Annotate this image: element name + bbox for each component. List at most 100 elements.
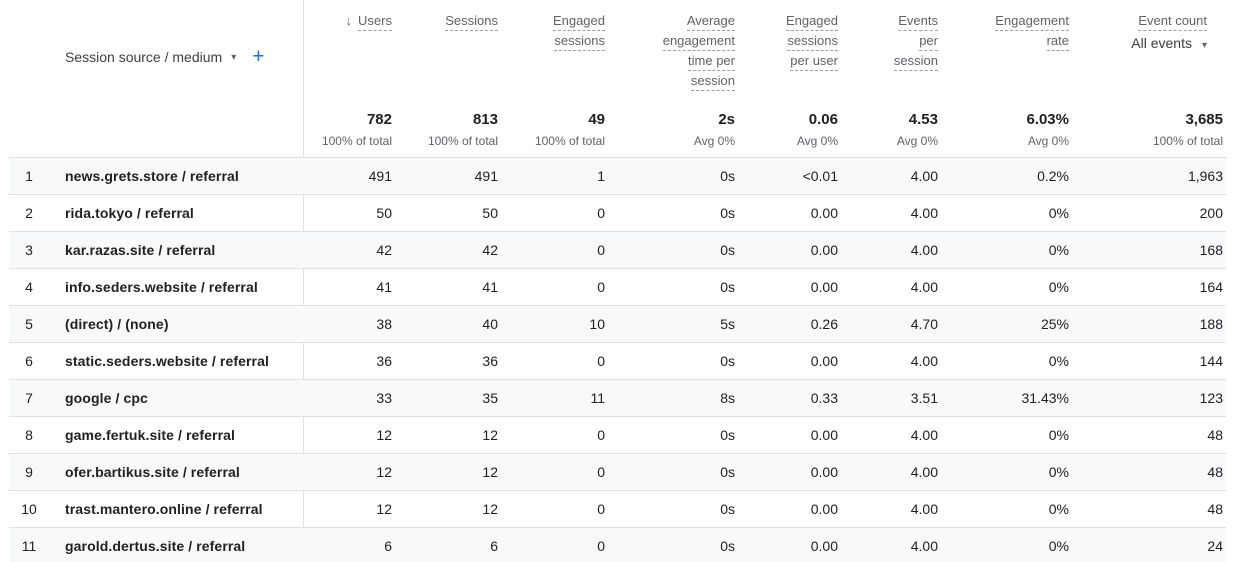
row-index: 9: [25, 464, 33, 480]
metric-value: 24: [1207, 538, 1223, 554]
dimension-cell: 8 game.fertuk.site / referral: [9, 427, 303, 443]
column-header-engaged-sessions[interactable]: Engaged sessions: [498, 13, 605, 100]
row-index: 3: [25, 242, 33, 258]
totals-cell: 782 100% of total: [303, 100, 392, 157]
totals-cell: 2s Avg 0%: [605, 100, 735, 157]
metric-value: 8s: [720, 390, 735, 406]
column-label: Engagement: [995, 13, 1069, 31]
table-row: 4 info.seders.website / referral 41 41 0 0s 0.…: [9, 269, 1226, 306]
metric-value: 0s: [720, 242, 735, 258]
dimension-selector[interactable]: Session source / medium: [65, 49, 223, 65]
source-medium-value: (direct) / (none): [65, 316, 169, 332]
column-header-sessions[interactable]: Sessions: [392, 13, 498, 100]
column-header-avg-engagement-time[interactable]: Average engagement time per session: [605, 13, 735, 100]
metric-value: 0s: [720, 538, 735, 554]
totals-cell: 813 100% of total: [392, 100, 498, 157]
column-header-event-count[interactable]: Event count All events ▾: [1069, 13, 1226, 100]
metric-value: 4.00: [910, 279, 938, 295]
metric-value: 0%: [1048, 279, 1069, 295]
dimension-cell: 10 trast.mantero.online / referral: [9, 501, 303, 517]
total-sublabel: 100% of total: [427, 134, 498, 148]
metric-value: 168: [1199, 242, 1223, 258]
row-index: 8: [25, 427, 33, 443]
metric-value: 4.00: [910, 168, 938, 184]
total-value: 782: [366, 111, 392, 128]
column-header-engaged-sessions-per-user[interactable]: Engaged sessions per user: [735, 13, 838, 100]
table-row: 8 game.fertuk.site / referral 12 12 0 0s 0.00 4…: [9, 417, 1226, 454]
metric-value: 0: [597, 538, 605, 554]
metric-value: 5s: [720, 316, 735, 332]
dimension-cell: 3 kar.razas.site / referral: [9, 242, 303, 258]
row-index: 6: [25, 353, 33, 369]
metric-value: 0.00: [810, 538, 838, 554]
totals-cell: 49 100% of total: [498, 100, 605, 157]
metric-value: 38: [376, 316, 392, 332]
metric-value: 3.51: [910, 390, 938, 406]
metric-value: 50: [482, 205, 498, 221]
metric-value: 0: [597, 501, 605, 517]
totals-cell: 6.03% Avg 0%: [938, 100, 1069, 157]
metric-value: 0.00: [810, 427, 838, 443]
metric-value: 35: [482, 390, 498, 406]
table-row: 1 news.grets.store / referral 491 491 1 0s <0.…: [9, 158, 1226, 195]
column-label: Engaged: [552, 13, 605, 31]
metric-value: 123: [1199, 390, 1223, 406]
metric-value: 12: [482, 427, 498, 443]
total-sublabel: 100% of total: [534, 134, 605, 148]
column-header-events-per-session[interactable]: Events per session: [838, 13, 938, 100]
metric-value: 48: [1207, 464, 1223, 480]
total-value: 2s: [718, 111, 735, 128]
metric-value: 0.00: [810, 279, 838, 295]
metric-value: 41: [482, 279, 498, 295]
metric-value: 36: [376, 353, 392, 369]
row-index: 7: [25, 390, 33, 406]
metric-value: 4.00: [910, 242, 938, 258]
column-label: engagement: [662, 33, 735, 51]
metric-value: 164: [1199, 279, 1223, 295]
metric-value: 48: [1207, 501, 1223, 517]
metric-value: 1,963: [1187, 168, 1223, 184]
metric-value: 12: [376, 427, 392, 443]
metric-value: 33: [376, 390, 392, 406]
column-header-engagement-rate[interactable]: Engagement rate: [938, 13, 1069, 100]
metric-value: 0: [597, 353, 605, 369]
metric-value: 4.70: [910, 316, 938, 332]
column-label: Average: [686, 13, 735, 31]
column-label: Events: [898, 13, 938, 31]
metric-value: 0s: [720, 464, 735, 480]
totals-spacer: [9, 100, 303, 157]
metric-value: 12: [376, 501, 392, 517]
column-divider: [303, 0, 304, 562]
metric-value: 42: [482, 242, 498, 258]
add-dimension-button[interactable]: +: [252, 45, 265, 68]
metric-value: 6: [490, 538, 498, 554]
dimension-cell: 9 ofer.bartikus.site / referral: [9, 464, 303, 480]
table-row: 6 static.seders.website / referral 36 36 0 0s…: [9, 343, 1226, 380]
dimension-cell: 7 google / cpc: [9, 390, 303, 406]
metric-value: 0: [597, 205, 605, 221]
metric-value: 0%: [1048, 353, 1069, 369]
metric-value: 0.00: [810, 464, 838, 480]
column-label: sessions: [787, 33, 838, 51]
metric-value: 31.43%: [1021, 390, 1069, 406]
metric-value: 4.00: [910, 464, 938, 480]
metric-value: 42: [376, 242, 392, 258]
event-filter-dropdown[interactable]: All events ▾: [1069, 36, 1207, 56]
column-label: session: [893, 53, 938, 71]
metric-value: 12: [482, 464, 498, 480]
total-value: 813: [472, 111, 498, 128]
table-row: 5 (direct) / (none) 38 40 10 5s 0.26 4.70 25% 188: [9, 306, 1226, 343]
table-row: 3 kar.razas.site / referral 42 42 0 0s 0.00 4.0…: [9, 232, 1226, 269]
metric-value: 1: [597, 168, 605, 184]
metric-value: 41: [376, 279, 392, 295]
metric-value: 6: [384, 538, 392, 554]
metric-value: 0: [597, 279, 605, 295]
chevron-down-icon[interactable]: ▾: [231, 51, 237, 63]
source-medium-value: static.seders.website / referral: [65, 353, 269, 369]
dimension-cell: 4 info.seders.website / referral: [9, 279, 303, 295]
column-header-users[interactable]: ↓ Users: [303, 13, 392, 100]
table-row: 10 trast.mantero.online / referral 12 12 0 0s…: [9, 491, 1226, 528]
column-label: Engaged: [785, 13, 838, 31]
metric-value: <0.01: [802, 168, 838, 184]
row-index: 11: [21, 538, 37, 554]
